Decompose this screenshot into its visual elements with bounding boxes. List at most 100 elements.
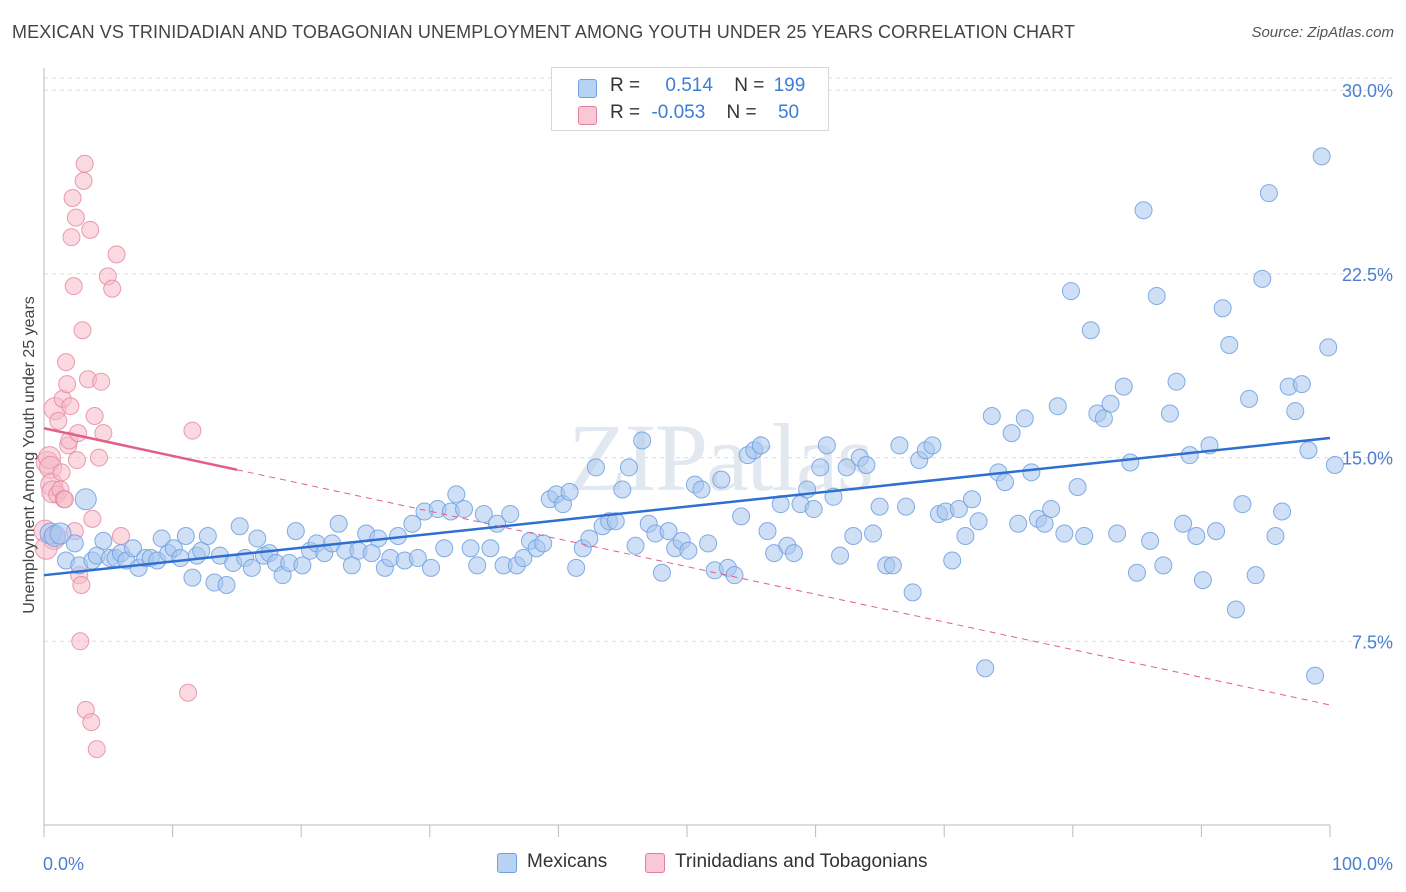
mexican-point xyxy=(1101,394,1120,413)
mexican-point xyxy=(408,549,427,568)
swatch-pink xyxy=(645,853,665,873)
legend-r-value: -0.053 xyxy=(651,102,706,123)
mexican-point xyxy=(242,558,261,577)
mexican-point xyxy=(1174,514,1193,533)
trinidadian-point xyxy=(71,632,90,651)
mexican-point xyxy=(1167,372,1186,391)
trinidadian-point xyxy=(103,279,122,298)
mexican-point xyxy=(758,522,777,541)
mexican-point xyxy=(65,534,84,553)
trinidadian-point xyxy=(179,683,198,702)
mexican-point xyxy=(1042,500,1061,519)
mexican-point xyxy=(586,458,605,477)
mexican-point xyxy=(447,485,466,504)
mexican-point xyxy=(890,436,909,455)
mexican-point xyxy=(633,431,652,450)
trinidadian-point xyxy=(183,421,202,440)
mexican-point xyxy=(969,512,988,531)
mexican-point xyxy=(923,436,942,455)
mexican-point xyxy=(455,500,474,519)
axes xyxy=(43,68,1331,837)
mexican-point xyxy=(1160,404,1179,423)
mexican-point xyxy=(864,524,883,543)
mexican-point xyxy=(956,526,975,545)
mexican-point xyxy=(1187,526,1206,545)
mexican-point xyxy=(652,563,671,582)
trinidadian-point xyxy=(64,277,83,296)
mexican-point xyxy=(152,529,171,548)
trinidadian-point xyxy=(74,171,93,190)
mexican-point xyxy=(534,534,553,553)
mexican-point xyxy=(176,526,195,545)
trinidadian-point xyxy=(85,406,104,425)
mexican-point xyxy=(837,458,856,477)
mexican-point xyxy=(1147,286,1166,305)
mexican-point xyxy=(1127,563,1146,582)
trinidadian-point xyxy=(67,451,86,470)
mexican-point xyxy=(74,488,97,511)
mexican-point xyxy=(692,480,711,499)
mexican-point xyxy=(501,504,520,523)
legend-swatch-blue xyxy=(578,79,597,98)
mexican-point xyxy=(1068,478,1087,497)
mexican-point xyxy=(1141,531,1160,550)
mexican-point xyxy=(1286,402,1305,421)
series-legend: Mexicans Trinidadians and Tobagonians xyxy=(0,851,1406,877)
mexican-point xyxy=(481,539,500,558)
mexican-point xyxy=(1312,147,1331,166)
mexican-point xyxy=(293,556,312,575)
y-axis-label: Unemployment Among Youth under 25 years xyxy=(21,296,38,614)
legend-r-label: R = xyxy=(610,102,641,123)
correlation-legend: R = 0.514 N = 199 R = -0.053 N = 50 xyxy=(551,67,829,131)
trinidadian-point xyxy=(89,448,108,467)
mexican-point xyxy=(230,517,249,536)
mexican-point xyxy=(217,575,236,594)
mexican-point xyxy=(1022,463,1041,482)
legend-n-value: 199 xyxy=(773,75,806,96)
trinidadian-point xyxy=(49,411,68,430)
trinidadian-point xyxy=(81,220,100,239)
mexican-point xyxy=(811,458,830,477)
trinidadian-point xyxy=(107,245,126,264)
mexican-point xyxy=(699,534,718,553)
mexican-point xyxy=(1114,377,1133,396)
mexican-point xyxy=(1015,409,1034,428)
mexican-point xyxy=(1207,522,1226,541)
mexican-point xyxy=(1319,338,1338,357)
mexican-point xyxy=(474,504,493,523)
trinidadian-point xyxy=(75,154,94,173)
mexican-point xyxy=(870,497,889,516)
mexican-point xyxy=(963,490,982,509)
mexican-point xyxy=(1009,514,1028,533)
mexican-point xyxy=(94,531,113,550)
mexican-point xyxy=(659,522,678,541)
mexican-point xyxy=(286,522,305,541)
mexican-point xyxy=(49,522,72,545)
mexican-point xyxy=(362,544,381,563)
mexican-point xyxy=(982,406,1001,425)
mexican-point xyxy=(1048,397,1067,416)
mexican-point xyxy=(619,458,638,477)
chart-title: MEXICAN VS TRINIDADIAN AND TOBAGONIAN UN… xyxy=(12,22,1076,42)
mexican-point xyxy=(1180,446,1199,465)
mexican-point xyxy=(1266,526,1285,545)
trinidadian-point xyxy=(61,397,80,416)
trinidadian-point xyxy=(56,353,75,372)
y-tick-labels: 7.5% 15.0% 22.5% 30.0% xyxy=(1342,81,1393,652)
legend-n-value: 50 xyxy=(777,102,800,123)
swatch-blue xyxy=(497,853,517,873)
mexican-point xyxy=(831,546,850,565)
mexican-point xyxy=(1259,184,1278,203)
mexican-point xyxy=(1246,566,1265,585)
mexican-point xyxy=(804,500,823,519)
mexican-point xyxy=(1154,556,1173,575)
mexican-point xyxy=(1213,299,1232,318)
trinidadian-point xyxy=(83,509,102,528)
trinidadian-point xyxy=(63,189,82,208)
mexican-point xyxy=(1081,321,1100,340)
trinidadian-point xyxy=(82,713,101,732)
mexican-point xyxy=(995,473,1014,492)
y-tick-label: 15.0% xyxy=(1342,449,1393,469)
mexican-point xyxy=(1240,389,1259,408)
mexican-point xyxy=(1061,282,1080,301)
